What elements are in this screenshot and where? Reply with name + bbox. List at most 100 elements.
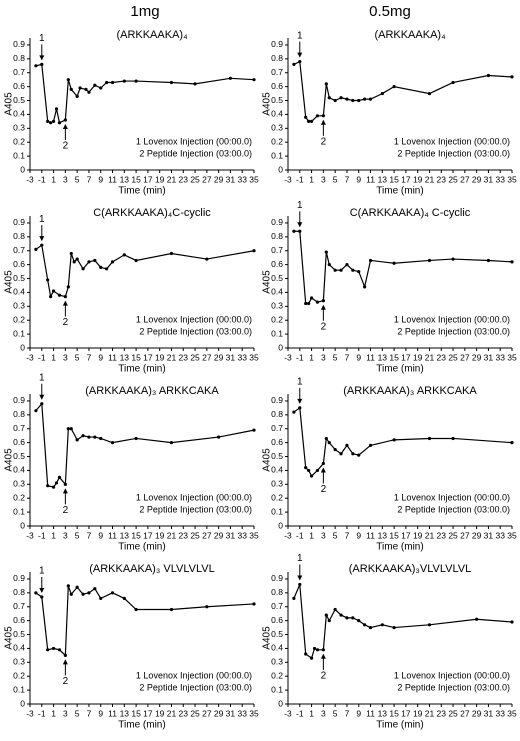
x-tick-label: 25 <box>448 530 458 540</box>
marker-label: 2 <box>63 141 69 152</box>
y-tick-label: 0.9 <box>13 395 25 405</box>
y-axis-label: A405 <box>4 270 15 294</box>
chart-title: (ARKKAAKA)₄ <box>116 29 188 41</box>
data-point <box>368 625 373 630</box>
data-point <box>298 582 302 587</box>
y-tick-label: 0.7 <box>13 67 25 77</box>
x-tick-label: 11 <box>366 174 375 184</box>
y-tick-label: 0.3 <box>271 123 283 133</box>
y-tick-label: 0.7 <box>13 601 25 611</box>
annotation: 2 Peptide Injection (03:00.0) <box>397 326 510 336</box>
y-tick-label: 0.5 <box>13 273 25 283</box>
arrow-head <box>39 394 45 400</box>
x-tick-label: 23 <box>437 708 447 718</box>
x-tick-label: 11 <box>366 352 375 362</box>
y-tick-label: 0.2 <box>271 670 283 680</box>
data-point <box>105 267 109 271</box>
data-point <box>63 294 67 299</box>
annotation: 1 Lovenox Injection (00:00.0) <box>394 670 510 680</box>
x-tick-label: 27 <box>202 352 212 362</box>
y-tick-label: 0.7 <box>271 245 283 255</box>
data-line <box>35 402 255 488</box>
x-tick-label: 1 <box>51 174 56 184</box>
data-point <box>324 436 328 441</box>
marker-label: 2 <box>321 136 327 147</box>
x-tick-label: 21 <box>425 708 435 718</box>
data-point <box>46 119 50 123</box>
y-tick-label: 0.8 <box>271 53 283 63</box>
annotation: 1 Lovenox Injection (00:00.0) <box>136 670 252 680</box>
x-tick-label: 17 <box>143 530 153 540</box>
x-tick-label: 21 <box>167 708 177 718</box>
data-point <box>69 427 73 431</box>
arrow-head <box>62 123 68 129</box>
data-point <box>327 96 331 100</box>
data-point <box>304 652 308 656</box>
y-axis-label: A405 <box>262 626 273 650</box>
data-point <box>312 646 317 651</box>
y-tick-label: 0.4 <box>271 465 283 475</box>
arrow-head <box>62 488 68 494</box>
data-point <box>339 452 343 456</box>
y-axis-label: A405 <box>4 626 15 650</box>
data-point <box>122 596 126 601</box>
x-tick-label: 17 <box>143 708 153 718</box>
data-line <box>293 584 513 660</box>
data-point <box>54 481 59 485</box>
y-tick-label: 0.9 <box>271 217 283 227</box>
x-tick-label: 33 <box>495 530 505 540</box>
y-tick-label: 0 <box>278 520 283 530</box>
x-axis-label: Time (min) <box>118 720 165 731</box>
y-tick-label: 0.1 <box>13 506 25 516</box>
x-tick-label: -1 <box>296 174 304 184</box>
data-point <box>34 247 38 251</box>
x-tick-label: -3 <box>26 530 34 540</box>
x-tick-label: 5 <box>333 708 338 718</box>
marker-label: 1 <box>297 553 303 564</box>
y-tick-label: 0.5 <box>271 95 283 105</box>
y-tick-label: 0.9 <box>13 39 25 49</box>
data-point <box>307 119 311 123</box>
x-tick-label: 15 <box>131 708 141 718</box>
data-point <box>205 257 209 261</box>
y-tick-label: 0.1 <box>271 684 283 694</box>
x-tick-label: 29 <box>472 530 482 540</box>
arrow-head <box>320 467 326 473</box>
x-tick-label: 13 <box>120 174 130 184</box>
data-point <box>292 229 296 233</box>
y-tick-label: 0.9 <box>13 217 25 227</box>
y-tick-label: 0.4 <box>13 109 25 119</box>
x-tick-label: 23 <box>179 174 189 184</box>
x-tick-label: 13 <box>378 530 388 540</box>
data-point <box>486 73 491 78</box>
y-tick-label: 0.7 <box>271 601 283 611</box>
y-tick-label: 0.7 <box>271 67 283 77</box>
x-tick-label: 1 <box>309 530 314 540</box>
data-point <box>333 268 337 272</box>
data-point <box>134 258 138 263</box>
data-point <box>351 268 355 272</box>
x-tick-label: 35 <box>249 708 259 718</box>
x-tick-label: 29 <box>214 352 224 362</box>
data-point <box>298 60 302 64</box>
data-point <box>63 653 67 657</box>
data-point <box>351 616 355 620</box>
x-tick-label: 27 <box>460 530 470 540</box>
annotation: 2 Peptide Injection (03:00.0) <box>139 504 252 514</box>
x-tick-label: 3 <box>63 708 68 718</box>
y-tick-label: 0.6 <box>13 259 25 269</box>
marker-label: 1 <box>39 33 45 44</box>
data-point <box>315 648 320 652</box>
x-tick-label: 19 <box>413 174 423 184</box>
x-tick-label: 35 <box>249 352 259 362</box>
y-tick-label: 0.1 <box>13 328 25 338</box>
y-tick-label: 0.3 <box>13 301 25 311</box>
x-tick-label: 17 <box>401 352 411 362</box>
data-point <box>99 436 103 441</box>
y-tick-label: 0.8 <box>271 587 283 597</box>
y-tick-label: 0 <box>278 342 283 352</box>
y-tick-label: 0.1 <box>271 328 283 338</box>
x-tick-label: 35 <box>507 530 517 540</box>
y-tick-label: 0.3 <box>271 301 283 311</box>
x-tick-label: 33 <box>495 352 505 362</box>
